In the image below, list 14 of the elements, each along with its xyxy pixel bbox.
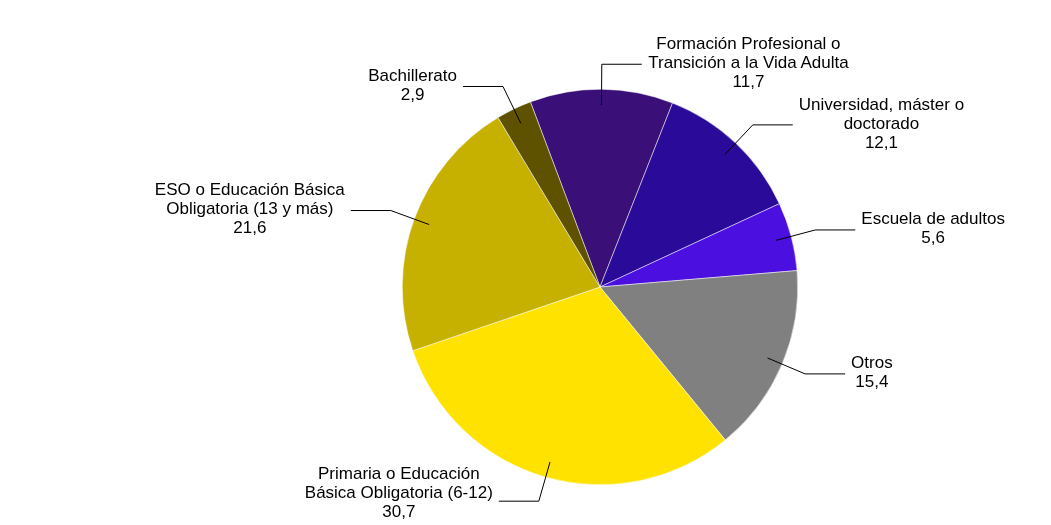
data-label: 15,4 — [855, 372, 889, 392]
slice-label: Escuela de adultos — [861, 209, 1005, 229]
data-label: 21,6 — [233, 218, 267, 238]
data-label: 12,1 — [864, 132, 898, 152]
data-label: 11,7 — [732, 71, 765, 91]
data-label: 5,6 — [921, 228, 945, 248]
slice-label: Otros — [851, 353, 893, 373]
slice-label: Formación Profesional o Transición a la Vida Adulta — [648, 33, 850, 72]
data-label: 2,9 — [400, 84, 425, 104]
slice-label: Bachillerato — [368, 65, 457, 85]
slice-label: Primaria o Educación Básica Obligatoria (6-12) — [304, 464, 493, 503]
data-label: 30,7 — [382, 502, 416, 522]
slice-label: ESO o Educación Básica Obligatoria (13 y más) — [154, 180, 346, 219]
slice-label: Universidad, máster o doctorado — [798, 94, 965, 133]
